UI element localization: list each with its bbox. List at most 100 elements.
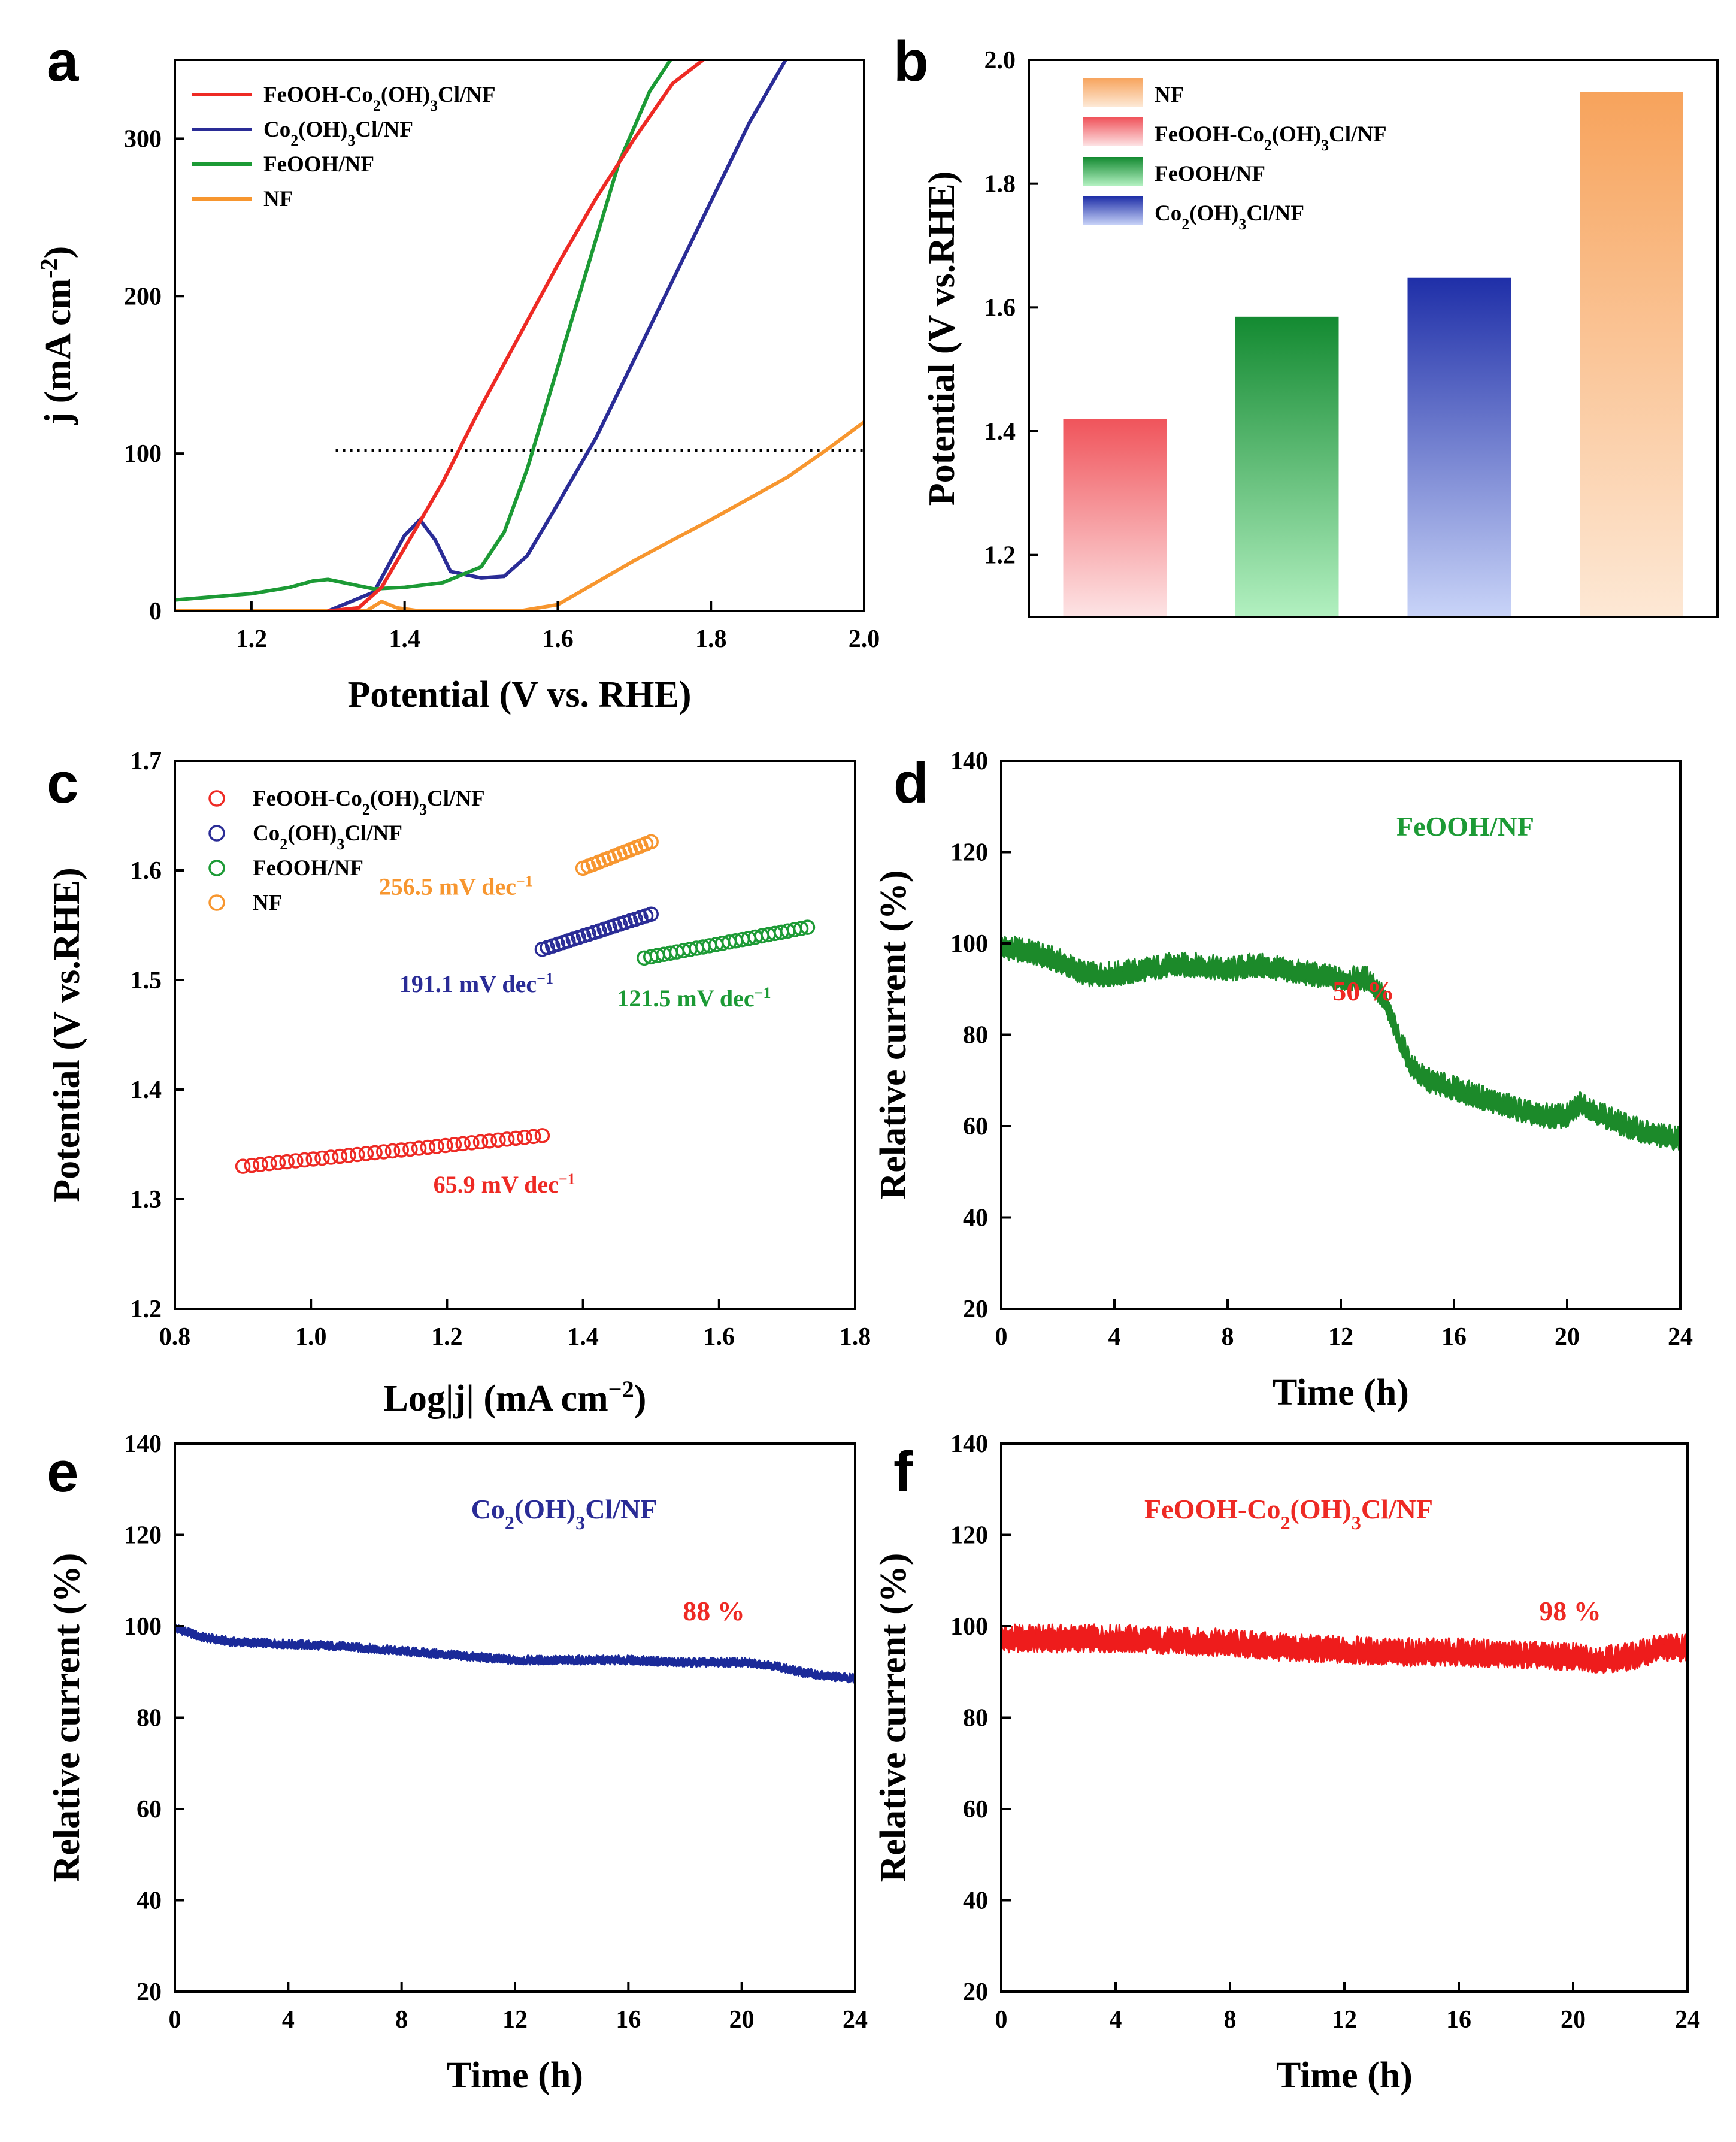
a-legend-label-1-name: Co <box>263 117 290 142</box>
c-legend-label-1-name: Co <box>253 821 280 846</box>
b-legend-label-2-sub1: 2 <box>1181 216 1189 233</box>
c-point-0 <box>261 1155 277 1172</box>
b-legend-label-3: NF <box>1155 83 1184 107</box>
c-legend-label-1-sub1: 2 <box>280 836 287 853</box>
b-legend-label-2-sub2: 3 <box>1238 216 1246 233</box>
e-ytick-label: 120 <box>124 1522 162 1550</box>
c-point-0 <box>508 1130 524 1146</box>
panel-letter-d: d <box>893 751 929 815</box>
c-point-0 <box>455 1136 471 1152</box>
c-point-0 <box>367 1145 383 1161</box>
c-slope-label-0: 65.9 mV dec−1 <box>434 1170 575 1199</box>
panel-letter-c: c <box>47 751 78 815</box>
e-series-label-series_label_sub1: 2 <box>505 1512 514 1533</box>
a-x-axis-title-main: Potential (V vs. RHE) <box>347 674 691 715</box>
f-xtick-label: 4 <box>1110 2006 1122 2034</box>
c-point-0 <box>525 1129 541 1145</box>
d-xtick-label: 24 <box>1668 1323 1693 1351</box>
b-ytick-label: 1.4 <box>984 418 1016 446</box>
c-xtick-label: 1.0 <box>295 1323 327 1351</box>
f-xtick-label: 16 <box>1446 2006 1471 2034</box>
e-xtick-label: 24 <box>843 2006 868 2034</box>
c-point-0 <box>279 1154 295 1170</box>
panel-a: 1.2 1.4 1.6 1.8 2.0 0 100 200 300 Potential (V vs… <box>35 29 880 715</box>
a-legend-label-0-sub1: 2 <box>373 97 381 114</box>
c-legend-label-1-mid: (OH) <box>287 821 337 846</box>
e-x-axis-title: Time (h) <box>447 2055 583 2096</box>
e-ytick-label: 100 <box>124 1613 162 1641</box>
d-xtick-label: 12 <box>1328 1323 1353 1351</box>
f-xtick-label: 24 <box>1675 2006 1700 2034</box>
d-ytick-label: 120 <box>950 839 988 867</box>
e-current-trace <box>174 1624 856 1684</box>
f-series-label-series_label_mid: (OH) <box>1290 1494 1352 1524</box>
c-point-0 <box>376 1144 392 1160</box>
a-legend-label-3: NF <box>263 187 293 211</box>
d-series-label: FeOOH/NF <box>1396 811 1534 842</box>
c-point-0 <box>296 1152 313 1168</box>
f-ytick-label: 140 <box>950 1430 988 1458</box>
f-series-label-series_label: FeOOH-Co <box>1144 1494 1280 1524</box>
c-legend-label-0-sub1: 2 <box>362 801 370 818</box>
c-xtick-label: 0.8 <box>159 1323 191 1351</box>
b-legend-swatch-3 <box>1083 78 1143 107</box>
c-slope-label-2: 121.5 mV dec−1 <box>617 984 771 1012</box>
f-ytick-label: 40 <box>963 1887 988 1915</box>
e-xtick-label: 4 <box>282 2006 295 2034</box>
e-ytick-label: 40 <box>137 1887 162 1915</box>
c-point-0 <box>481 1133 497 1149</box>
c-legend-label-0-sub2: 3 <box>419 801 427 818</box>
c-legend-swatch-0 <box>208 790 225 807</box>
a-y-axis-title-end: ) <box>38 246 78 259</box>
b-legend-label-2-name: Co <box>1155 201 1181 226</box>
f-ytick-label: 100 <box>950 1613 988 1641</box>
a-ytick-label: 0 <box>149 598 162 625</box>
c-point-0 <box>270 1155 286 1170</box>
a-legend-label-0-sub2: 3 <box>430 97 438 114</box>
c-slope-label-text: 256.5 mV dec <box>379 873 516 900</box>
b-bar-2 <box>1407 277 1511 617</box>
b-legend-label-1-name: FeOOH/NF <box>1155 162 1265 186</box>
d-current-trace <box>1000 935 1682 1151</box>
c-x-axis-title-end: ) <box>634 1378 647 1419</box>
d-y-axis-title: Relative current (%) <box>873 870 914 1200</box>
f-ytick-label: 20 <box>963 1978 988 2006</box>
e-ytick-label: 80 <box>137 1705 162 1732</box>
a-legend-label-1-sub2: 3 <box>347 132 355 149</box>
c-legend-label-1-tail: Cl/NF <box>344 821 402 846</box>
f-series-label-series_label_sub1: 2 <box>1280 1512 1290 1533</box>
b-ytick-label: 2.0 <box>984 47 1016 74</box>
c-y-axis-title: Potential (V vs.RHE) <box>47 867 87 1202</box>
b-bar-0 <box>1063 419 1167 617</box>
a-legend-label-3-name: NF <box>263 187 293 211</box>
c-point-0 <box>490 1132 506 1148</box>
c-xtick-label: 1.4 <box>567 1323 599 1351</box>
c-legend-label-3: NF <box>253 891 282 915</box>
c-legend-label-1: Co2(OH)3Cl/NF <box>253 821 402 853</box>
c-point-0 <box>253 1157 268 1172</box>
a-series-line-2 <box>175 60 673 602</box>
a-series-line-0 <box>328 60 705 611</box>
panel-e: 0 4 8 12 16 20 24 20 40 60 80 100 120 140 Time (h) Rela… <box>47 1430 868 2096</box>
b-ytick-label: 1.6 <box>984 294 1016 322</box>
e-series-label: Co2(OH)3Cl/NF <box>471 1494 658 1533</box>
a-legend-label-1-sub1: 2 <box>290 132 298 149</box>
d-y-axis-title-main: Relative current (%) <box>873 870 914 1200</box>
c-point-0 <box>437 1137 453 1154</box>
d-retention-label: 50 % <box>1332 976 1395 1006</box>
a-y-axis-title-sup: -2 <box>35 258 62 279</box>
b-legend-label-0-name: FeOOH-Co <box>1155 122 1264 147</box>
c-point-0 <box>244 1157 260 1173</box>
a-legend-label-0-tail: Cl/NF <box>438 83 496 107</box>
c-y-axis-title-main: Potential (V vs.RHE) <box>47 867 87 1202</box>
f-xtick-label: 20 <box>1561 2006 1586 2034</box>
f-series-label-series_label_tail: Cl/NF <box>1361 1494 1433 1524</box>
c-point-2 <box>799 919 816 935</box>
c-slope-label-sup: −1 <box>755 984 771 1001</box>
a-legend-label-0: FeOOH-Co2(OH)3Cl/NF <box>263 83 496 114</box>
b-bar-3 <box>1580 92 1683 617</box>
e-xtick-label: 20 <box>729 2006 755 2034</box>
b-legend-swatch-1 <box>1083 157 1143 186</box>
d-ytick-label: 40 <box>963 1205 988 1232</box>
e-y-axis-title: Relative current (%) <box>47 1553 87 1883</box>
